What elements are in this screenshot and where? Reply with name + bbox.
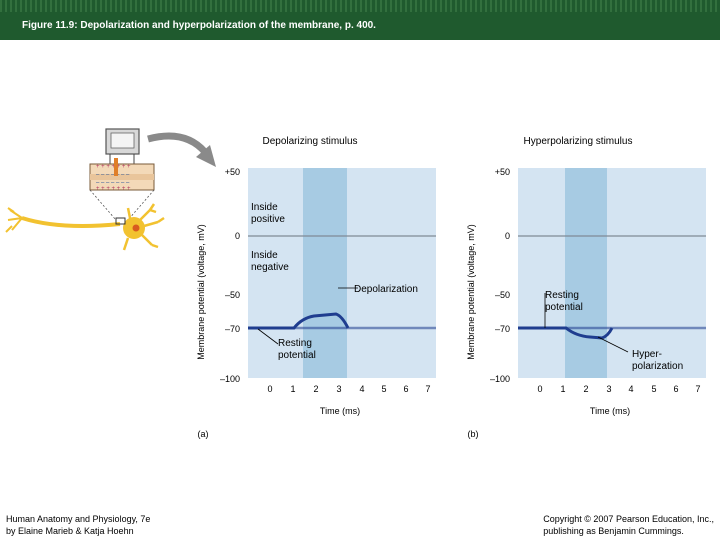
hyperpolarization-label: Hyper- polarization xyxy=(632,349,683,372)
panel-a-ytick: –100 xyxy=(220,374,240,384)
recording-setup-illustration: + + + + + + + – – – – – – – – – – – – – … xyxy=(5,128,216,251)
panel-b-ytick: –70 xyxy=(495,324,510,334)
panel-b-title: Hyperpolarizing stimulus xyxy=(524,136,633,147)
footer-book-title: Human Anatomy and Physiology, 7e xyxy=(6,514,151,524)
panel-a-xtick: 3 xyxy=(336,384,341,394)
panel-a-xtick: 4 xyxy=(359,384,364,394)
title-bar: Figure 11.9: Depolarization and hyperpol… xyxy=(0,0,720,40)
figure-title: Figure 11.9: Depolarization and hyperpol… xyxy=(22,20,376,31)
panel-a-xtick: 7 xyxy=(425,384,430,394)
panel-a-trace xyxy=(248,312,350,330)
neuron-icon xyxy=(5,203,165,251)
panel-b: Hyperpolarizing stimulus +50 0 –50 –70 –… xyxy=(466,136,706,439)
panel-b-trace xyxy=(518,326,614,340)
panel-b-xtick: 3 xyxy=(606,384,611,394)
zoom-line-left xyxy=(89,189,117,221)
panel-b-xtick: 7 xyxy=(695,384,700,394)
panel-a-x-axis-label: Time (ms) xyxy=(320,406,360,416)
panel-b-label: (b) xyxy=(468,429,479,439)
footer-authors: by Elaine Marieb & Katja Hoehn xyxy=(6,526,134,536)
inside-positive-label: Inside positive xyxy=(251,202,285,225)
svg-text:+ + + + + + +: + + + + + + + xyxy=(96,186,131,192)
panel-b-xtick: 1 xyxy=(560,384,565,394)
panel-b-xtick: 4 xyxy=(628,384,633,394)
panel-a-ytick: 0 xyxy=(235,231,240,241)
membrane-segment: + + + + + + + – – – – – – – – – – – – – … xyxy=(89,158,155,192)
panel-b-ytick: –100 xyxy=(490,374,510,384)
panel-a: Depolarizing stimulus +50 0 –50 –70 –100… xyxy=(196,136,436,439)
inside-negative-label: Inside negative xyxy=(251,250,289,273)
panel-b-ytick: –50 xyxy=(495,290,510,300)
panel-a-xtick: 5 xyxy=(381,384,386,394)
footer-copyright: Copyright © 2007 Pearson Education, Inc.… xyxy=(543,513,714,537)
panel-a-stimulus-band xyxy=(303,168,347,378)
title-bar-pattern xyxy=(0,0,720,12)
svg-text:+ + + + + + +: + + + + + + + xyxy=(96,164,131,170)
panel-a-xtick: 1 xyxy=(290,384,295,394)
panel-b-xtick: 6 xyxy=(673,384,678,394)
zoom-line-right xyxy=(127,189,155,221)
panel-a-resting-potential-label: Resting potential xyxy=(278,338,316,361)
panel-b-ytick: +50 xyxy=(495,167,510,177)
footer-citation: Human Anatomy and Physiology, 7e by Elai… xyxy=(6,513,150,537)
voltmeter-icon xyxy=(105,128,140,165)
panel-b-resting-potential-label: Resting potential xyxy=(545,290,583,313)
curved-arrow-icon xyxy=(147,132,216,167)
panel-b-xtick: 2 xyxy=(583,384,588,394)
panel-a-y-axis-label: Membrane potential (voltage, mV) xyxy=(196,224,206,360)
panel-b-xtick: 5 xyxy=(651,384,656,394)
panel-b-xtick: 0 xyxy=(537,384,542,394)
panel-b-y-axis-label: Membrane potential (voltage, mV) xyxy=(466,224,476,360)
footer-copyright-line1: Copyright © 2007 Pearson Education, Inc.… xyxy=(543,514,714,524)
panel-b-ytick: 0 xyxy=(505,231,510,241)
panel-b-hyper-leader xyxy=(597,336,629,353)
panel-a-title: Depolarizing stimulus xyxy=(262,136,357,147)
panel-a-label: (a) xyxy=(198,429,209,439)
svg-text:– – – – – – –: – – – – – – – xyxy=(96,180,130,186)
depolarization-label: Depolarization xyxy=(354,284,418,295)
panel-b-stimulus-band xyxy=(565,168,607,378)
panel-a-resting-leader xyxy=(257,328,279,345)
panel-b-plot-area xyxy=(518,168,706,378)
panel-a-xtick: 6 xyxy=(403,384,408,394)
panel-a-xtick: 0 xyxy=(267,384,272,394)
panel-a-xtick: 2 xyxy=(313,384,318,394)
panel-a-ytick: +50 xyxy=(225,167,240,177)
panel-b-x-axis-label: Time (ms) xyxy=(590,406,630,416)
panel-a-ytick: –50 xyxy=(225,290,240,300)
footer-copyright-line2: publishing as Benjamin Cummings. xyxy=(543,526,684,536)
panel-a-ytick: –70 xyxy=(225,324,240,334)
svg-text:– – – – – – –: – – – – – – – xyxy=(96,172,130,178)
